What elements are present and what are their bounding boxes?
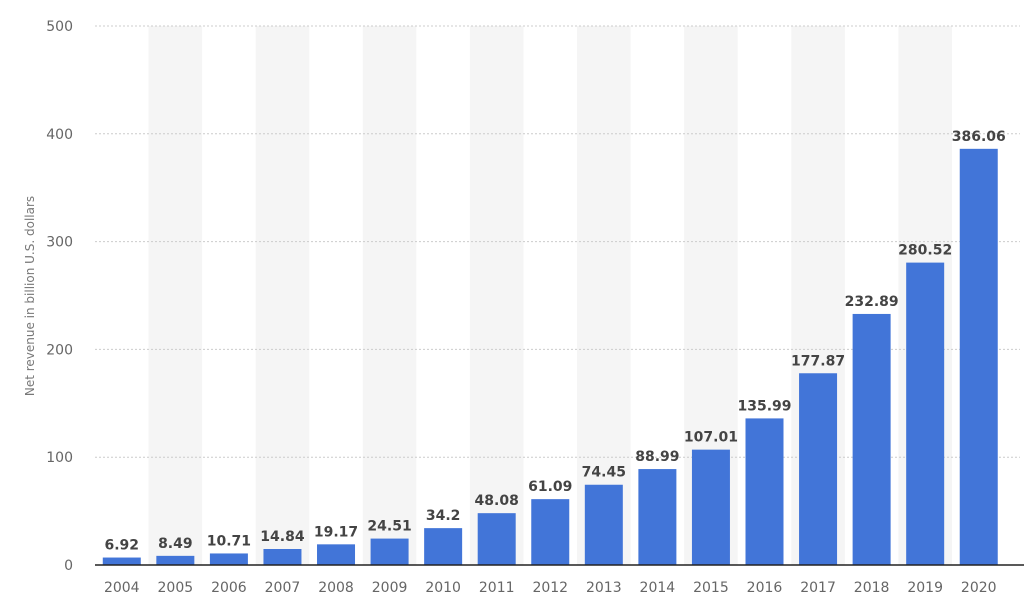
bar-2016	[745, 418, 784, 565]
x-tick-2010: 2010	[425, 580, 461, 596]
background-band	[362, 26, 417, 565]
x-tick-2005: 2005	[158, 580, 194, 596]
data-label-2012: 61.09	[528, 479, 572, 495]
y-tick-200: 200	[46, 342, 73, 358]
data-label-2016: 135.99	[737, 398, 791, 414]
x-tick-2009: 2009	[372, 580, 408, 596]
x-tick-2018: 2018	[854, 580, 890, 596]
bar-2018	[852, 313, 891, 565]
bar-2005	[156, 555, 195, 565]
x-tick-2014: 2014	[640, 580, 676, 596]
bar-2009	[370, 538, 409, 565]
background-band	[255, 26, 310, 565]
x-tick-2020: 2020	[961, 580, 997, 596]
y-tick-500: 500	[46, 19, 73, 35]
bar-2017	[799, 373, 838, 565]
data-label-2009: 24.51	[367, 519, 411, 535]
bar-2008	[317, 544, 356, 565]
data-label-2020: 386.06	[952, 129, 1006, 145]
bar-2020	[959, 148, 998, 565]
y-tick-0: 0	[64, 558, 73, 574]
data-label-2017: 177.87	[791, 353, 845, 369]
data-label-2007: 14.84	[260, 529, 305, 545]
bar-2004	[102, 557, 141, 565]
background-band	[469, 26, 524, 565]
x-tick-2004: 2004	[104, 580, 140, 596]
background-band	[577, 26, 631, 565]
y-tick-400: 400	[46, 127, 73, 143]
data-label-2013: 74.45	[582, 465, 626, 481]
data-label-2008: 19.17	[314, 524, 358, 540]
bar-2019	[906, 262, 945, 565]
bar-2006	[209, 553, 248, 565]
y-tick-100: 100	[46, 450, 73, 466]
data-label-2010: 34.2	[426, 508, 461, 524]
bar-2013	[584, 484, 623, 565]
background-band	[148, 26, 203, 565]
y-axis-title: Net revenue in billion U.S. dollars	[23, 196, 37, 396]
bar-2015	[691, 449, 730, 565]
bar-2010	[424, 528, 463, 565]
x-tick-2016: 2016	[747, 580, 783, 596]
data-label-2014: 88.99	[635, 449, 679, 465]
bar-2012	[531, 499, 570, 565]
data-label-2019: 280.52	[898, 243, 952, 259]
data-label-2011: 48.08	[475, 493, 519, 509]
bar-2007	[263, 549, 302, 565]
x-tick-2015: 2015	[693, 580, 729, 596]
x-tick-2008: 2008	[318, 580, 354, 596]
x-tick-2006: 2006	[211, 580, 247, 596]
x-tick-2013: 2013	[586, 580, 622, 596]
x-tick-2007: 2007	[265, 580, 301, 596]
data-label-2005: 8.49	[158, 536, 193, 552]
y-tick-300: 300	[46, 235, 73, 251]
x-tick-2017: 2017	[800, 580, 836, 596]
data-label-2006: 10.71	[207, 533, 251, 549]
data-label-2018: 232.89	[845, 294, 899, 310]
x-tick-2019: 2019	[907, 580, 943, 596]
x-tick-2011: 2011	[479, 580, 515, 596]
x-tick-2012: 2012	[532, 580, 568, 596]
bar-2014	[638, 469, 677, 565]
data-label-2015: 107.01	[684, 430, 738, 446]
bar-2011	[477, 513, 516, 565]
data-label-2004: 6.92	[105, 538, 140, 554]
